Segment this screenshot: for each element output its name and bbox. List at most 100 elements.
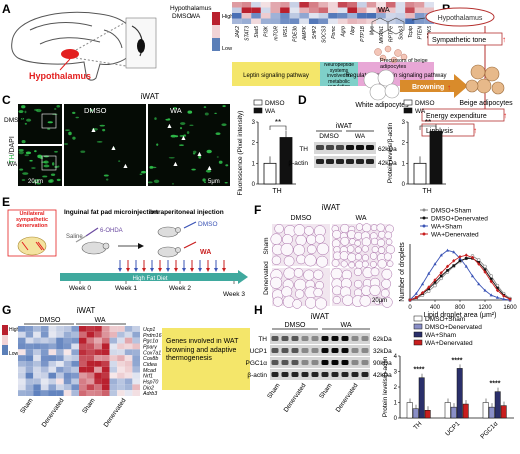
heatmap-cell <box>395 7 406 13</box>
adipocyte <box>293 268 304 278</box>
data-point <box>495 295 500 299</box>
adipocyte <box>369 252 378 260</box>
blot-x-label: Denervated <box>283 382 308 414</box>
heatmap-cell <box>63 349 72 356</box>
adipocyte <box>270 276 283 289</box>
heatmap-cell <box>79 337 87 344</box>
th-signal-speck <box>154 117 157 120</box>
heatmap-cell <box>232 2 242 8</box>
heatmap-cell <box>117 331 125 338</box>
data-point <box>439 253 443 257</box>
adipocyte <box>271 255 282 266</box>
data-point <box>483 264 487 269</box>
significance-stars: **** <box>452 357 463 364</box>
data-point <box>502 297 506 301</box>
panel-letter-a: A <box>2 2 11 16</box>
injection-arrow-head <box>150 268 154 272</box>
data-point <box>427 271 431 275</box>
adipocyte <box>283 255 295 267</box>
heatmap-cell <box>424 7 434 13</box>
y-axis-label: Protein levels/β-actin <box>387 122 394 183</box>
f-cond2: WA <box>355 215 366 222</box>
heatmap-cell <box>414 2 425 8</box>
heatmap-cell <box>56 331 64 338</box>
heatmap-gene-label: AMPK <box>302 25 308 41</box>
th-signal-speck <box>32 180 39 184</box>
heatmap-cell <box>132 337 140 344</box>
injection-arrow-head <box>222 268 226 272</box>
heatmap-cell <box>117 343 125 350</box>
heatmap-cell <box>18 337 26 344</box>
hypothalamus-highlight <box>61 49 79 59</box>
heatmap-cell <box>40 343 49 350</box>
heatmap-cell <box>94 349 102 356</box>
arrowhead-marker: ▲ <box>196 151 203 158</box>
data-point <box>477 262 481 266</box>
histology-cells <box>270 223 395 310</box>
heatmap-cell <box>48 366 57 373</box>
micrograph-wa-zoom <box>148 104 230 186</box>
th-signal-speck <box>18 149 24 152</box>
blot-band <box>291 348 299 353</box>
adipocyte <box>295 234 307 246</box>
heatmap-a-legend-low: Low <box>222 46 232 52</box>
d-kda2: 42kDa <box>378 160 397 167</box>
th-signal-speck <box>156 143 159 146</box>
th-signal-speck <box>140 170 147 174</box>
th-signal-speck <box>22 172 29 175</box>
heatmap-cell <box>94 378 102 385</box>
heatmap-cell <box>328 13 338 19</box>
heatmap-cell <box>18 390 26 396</box>
heatmap-cell <box>86 337 95 344</box>
heatmap-cell <box>308 2 319 8</box>
blot-x-label: Sham <box>266 382 281 400</box>
blot-band <box>351 348 359 353</box>
heatmap-cell <box>101 349 110 356</box>
heatmap-cell <box>56 343 64 350</box>
blot-band <box>351 360 359 365</box>
legend-marker <box>422 224 426 228</box>
th-signal-speck <box>48 179 53 183</box>
data-point <box>433 283 437 288</box>
f-cond1: DMSO <box>291 215 313 222</box>
g-cond1: DMSO <box>40 317 62 324</box>
heatmap-cell <box>109 390 118 396</box>
heatmap-cell <box>94 326 102 332</box>
d-band1: TH <box>299 146 308 153</box>
g-genes-box <box>162 328 250 390</box>
heatmap-cell <box>56 355 64 361</box>
heatmap-cell <box>86 355 95 361</box>
significance-stars: **** <box>414 367 425 374</box>
heatmap-cell <box>270 13 281 19</box>
e-wa: WA <box>200 249 211 256</box>
category-leptin-label: Leptin signaling pathway <box>243 73 309 79</box>
heatmap-cell <box>48 390 57 396</box>
heatmap-gene-label: Tcptp <box>408 26 414 38</box>
adipocyte <box>359 295 372 307</box>
y-axis-label: Number of droplets <box>399 242 406 302</box>
data-point <box>464 253 468 257</box>
heatmap-cell <box>366 13 377 19</box>
heatmap-cell <box>109 326 118 332</box>
heatmap-gene-label: SHP2 <box>312 26 318 39</box>
data-point <box>427 289 431 293</box>
hypothalamus-oval <box>425 7 495 27</box>
blot-band <box>361 336 369 341</box>
blot-band <box>321 360 329 365</box>
injection-arrow-head <box>126 268 130 272</box>
heatmap-x-label: Sham <box>81 397 96 415</box>
data-point <box>433 262 437 266</box>
heatmap-gene-label: Dio2 <box>143 385 154 391</box>
chart-h: 0 1 2 3 4 Protein levels/β-actin **** TH **** UCP… <box>382 315 514 441</box>
adipocyte <box>377 259 387 269</box>
th-signal-speck <box>222 105 226 108</box>
micrograph-wa-small <box>18 146 62 186</box>
legend-label: WA <box>265 108 276 115</box>
blot-band <box>331 348 339 353</box>
heatmap-cell <box>48 331 57 338</box>
adipocyte <box>274 223 284 234</box>
legend-label: DMSO+Denervated <box>425 324 482 331</box>
data-point <box>420 282 425 286</box>
heatmap-cell <box>132 326 140 332</box>
th-signal-speck <box>172 107 178 110</box>
